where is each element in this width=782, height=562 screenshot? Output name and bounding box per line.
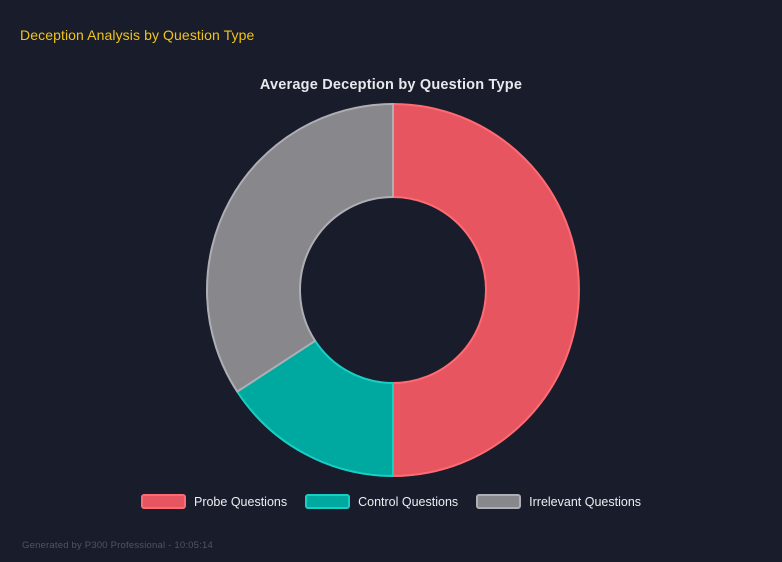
chart-title: Average Deception by Question Type bbox=[259, 77, 523, 93]
doughnut-chart[interactable] bbox=[193, 90, 593, 490]
legend-item-2[interactable]: Irrelevant Questions bbox=[476, 494, 641, 509]
legend-item-0[interactable]: Probe Questions bbox=[140, 494, 288, 509]
legend-label-2: Irrelevant Questions bbox=[529, 494, 642, 509]
legend-label-1: Control Questions bbox=[358, 494, 459, 509]
legend-item-1[interactable]: Control Questions bbox=[305, 494, 458, 509]
footer-generated-note: Generated by P300 Professional - 10:05:1… bbox=[22, 540, 213, 551]
legend-swatch-2 bbox=[476, 494, 522, 509]
legend-label-0: Probe Questions bbox=[193, 494, 288, 509]
legend-swatch-0 bbox=[140, 494, 186, 509]
doughnut-segment-1[interactable] bbox=[236, 339, 394, 477]
page-title: Deception Analysis by Question Type bbox=[20, 27, 255, 43]
doughnut-segment-2[interactable] bbox=[206, 103, 394, 393]
chart-legend: Probe Questions Control Questions Irreleva… bbox=[0, 494, 782, 509]
doughnut-segment-0[interactable] bbox=[392, 103, 580, 477]
legend-swatch-1 bbox=[305, 494, 351, 509]
